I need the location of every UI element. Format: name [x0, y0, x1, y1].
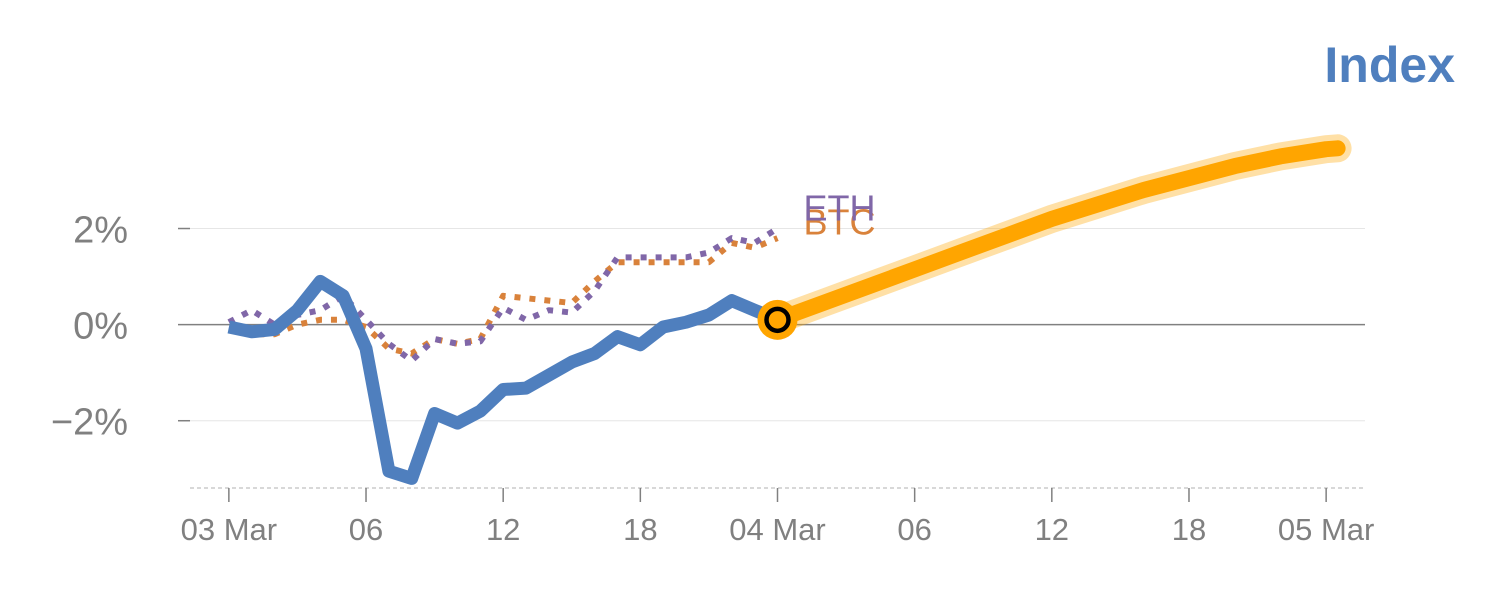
series-label-btc: BTC: [804, 202, 876, 243]
forecast-line: [769, 140, 1346, 328]
marker-layer: [757, 299, 798, 340]
series-layer: [227, 134, 1352, 485]
x-tick-label: 06: [349, 512, 383, 547]
x-tick-label: 12: [1035, 512, 1069, 547]
x-tick-label: 18: [623, 512, 657, 547]
x-tick-label: 06: [897, 512, 931, 547]
y-tick-label: −2%: [51, 402, 128, 444]
chart-title: Index: [1324, 37, 1455, 93]
axis-layer: 2% 0% −2% 03 Mar 06 12 18 04 Mar 06 12 18 05 Mar: [51, 210, 1375, 547]
y-tick-label: 0%: [73, 306, 128, 348]
x-tick-label: 18: [1172, 512, 1206, 547]
series-line-eth: [227, 225, 780, 364]
index-line: [227, 274, 781, 485]
series-label-eth: ETH: [804, 188, 876, 229]
x-tick-label: 05 Mar: [1278, 512, 1374, 547]
y-tick-label: 2%: [73, 210, 128, 252]
x-tick-label: 04 Mar: [729, 512, 825, 547]
junction-marker: [764, 306, 791, 334]
x-tick-label: 12: [486, 512, 520, 547]
series-line-btc: [228, 235, 779, 357]
x-tick-label: 03 Mar: [181, 512, 277, 547]
